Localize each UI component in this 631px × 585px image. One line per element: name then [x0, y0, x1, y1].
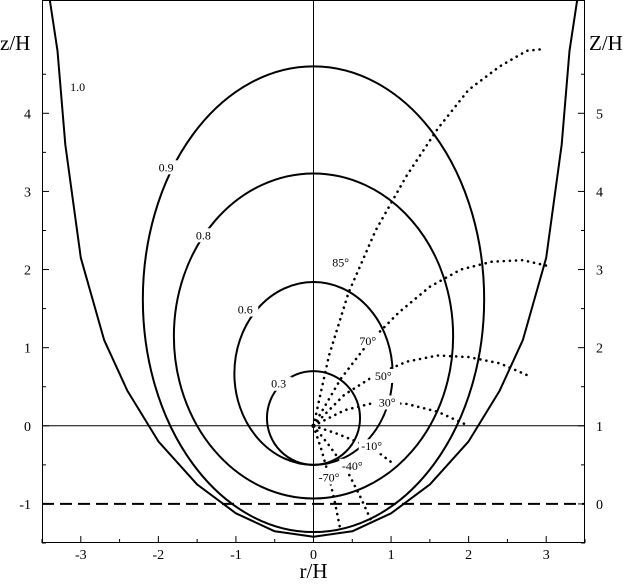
ray-label-2: 50°	[375, 369, 392, 383]
x-axis-title: r/H	[300, 559, 328, 583]
y-axis-title-left: z/H	[0, 31, 30, 55]
ray-label-0: 85°	[332, 256, 349, 270]
ray-label-bg-2	[370, 368, 397, 383]
contour-label-bg-1	[232, 302, 259, 317]
origin-point	[311, 423, 316, 429]
contour-0.9	[141, 65, 486, 534]
contour-label-4: 1.0	[70, 80, 85, 94]
x-tick-label-5: 2	[465, 548, 472, 563]
contour-label-1: 0.6	[238, 303, 253, 317]
y-tick-label-left-5: 4	[24, 107, 31, 122]
y-tick-label-left-0: -1	[19, 498, 31, 513]
ray-label-3: 30°	[379, 395, 396, 409]
ray-label-bg-6	[316, 470, 343, 485]
y-tick-label-right-4: 4	[596, 185, 603, 200]
contour-label-bg-3	[153, 160, 180, 175]
x-tick-label-6: 3	[543, 548, 550, 563]
contour-label-bg-4	[64, 79, 91, 94]
x-tick-label-4: 1	[388, 548, 395, 563]
ray-0	[312, 47, 544, 428]
y-tick-label-right-2: 2	[596, 342, 603, 357]
y-tick-label-left-3: 2	[24, 264, 31, 279]
x-tick-label-1: -2	[153, 548, 165, 563]
y-tick-label-right-3: 3	[596, 264, 603, 279]
ray-label-bg-3	[374, 395, 401, 410]
x-tick-label-3: 0	[310, 548, 317, 563]
ray-label-bg-1	[354, 333, 381, 348]
ray-label-bg-4	[358, 439, 385, 454]
ray-3	[312, 401, 470, 428]
ray-6	[312, 424, 342, 533]
x-tick-label-0: -3	[75, 548, 87, 563]
contour-label-2: 0.8	[196, 228, 211, 242]
y-tick-label-right-0: 0	[596, 498, 603, 513]
ray-label-bg-0	[327, 255, 354, 270]
contour-label-bg-2	[190, 228, 217, 243]
contour-label-bg-0	[265, 376, 292, 391]
contour-label-3: 0.9	[159, 160, 174, 174]
ray-label-4: -10°	[361, 439, 382, 453]
reference-lines	[42, 0, 585, 543]
y-tick-label-left-2: 1	[24, 342, 31, 357]
ray-1	[312, 258, 548, 428]
ray-label-1: 70°	[359, 334, 376, 348]
contour-0.8	[172, 172, 455, 500]
curve-labels: 0.3 0.6 0.8 0.9 1.0 85° 70° 50° 30° -10° -40°-70°	[64, 79, 401, 485]
y-tick-label-left-1: 0	[24, 420, 31, 435]
contour-label-0: 0.3	[271, 377, 286, 391]
y-tick-label-right-1: 1	[596, 420, 603, 435]
y-tick-label-left-4: 3	[24, 185, 31, 200]
ray-label-bg-5	[339, 458, 366, 473]
ray-label-5: -40°	[342, 459, 363, 473]
x-tick-label-2: -1	[230, 548, 242, 563]
y-axis-title-right: Z/H	[589, 31, 623, 55]
axis-ticks: -3 -2 -1 0 1 2 3 -1 0 1 2 3 4 0 1 2 3 4 5	[19, 73, 603, 563]
ray-label-6: -70°	[319, 470, 340, 484]
ray-2	[312, 354, 529, 428]
y-tick-label-right-5: 5	[596, 107, 603, 122]
